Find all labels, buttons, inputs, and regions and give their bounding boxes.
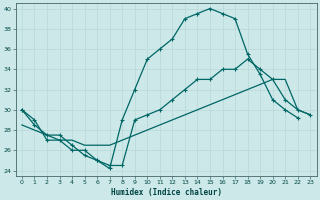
X-axis label: Humidex (Indice chaleur): Humidex (Indice chaleur) [111,188,221,197]
